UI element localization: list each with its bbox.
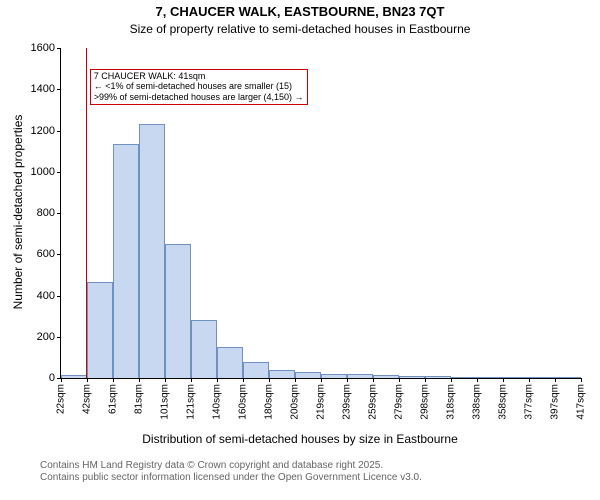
x-tick-label: 121sqm — [186, 384, 197, 420]
footer-line-1: Contains HM Land Registry data © Crown c… — [40, 460, 422, 472]
y-tick-mark — [57, 131, 61, 132]
x-tick-label: 377sqm — [524, 384, 535, 420]
x-tick-label: 298sqm — [420, 384, 431, 420]
x-tick-label: 279sqm — [394, 384, 405, 420]
footer-line-2: Contains public sector information licen… — [40, 472, 422, 484]
x-tick-label: 200sqm — [290, 384, 301, 420]
x-tick-label: 259sqm — [368, 384, 379, 420]
x-tick-label: 42sqm — [82, 384, 93, 414]
footer-attribution: Contains HM Land Registry data © Crown c… — [40, 460, 422, 484]
y-tick-mark — [57, 89, 61, 90]
x-tick-mark — [217, 378, 218, 382]
annotation-line-2: ← <1% of semi-detached houses are smalle… — [94, 81, 304, 92]
x-tick-mark — [529, 378, 530, 382]
x-tick-mark — [555, 378, 556, 382]
histogram-bar — [61, 375, 87, 378]
x-tick-mark — [269, 378, 270, 382]
x-tick-mark — [425, 378, 426, 382]
x-tick-label: 140sqm — [212, 384, 223, 420]
y-tick-mark — [57, 296, 61, 297]
histogram-bar — [451, 377, 477, 378]
x-tick-label: 22sqm — [56, 384, 67, 414]
histogram-bar — [529, 377, 555, 378]
x-tick-mark — [165, 378, 166, 382]
x-tick-mark — [139, 378, 140, 382]
chart-container: 7, CHAUCER WALK, EASTBOURNE, BN23 7QT Si… — [0, 0, 600, 500]
histogram-bar — [373, 375, 399, 378]
x-tick-label: 61sqm — [108, 384, 119, 414]
x-tick-mark — [581, 378, 582, 382]
x-tick-mark — [295, 378, 296, 382]
histogram-bar — [87, 282, 113, 378]
x-tick-mark — [477, 378, 478, 382]
x-tick-mark — [87, 378, 88, 382]
x-tick-label: 358sqm — [498, 384, 509, 420]
histogram-bar — [321, 374, 347, 378]
annotation-line-1: 7 CHAUCER WALK: 41sqm — [94, 71, 304, 82]
x-tick-mark — [243, 378, 244, 382]
property-marker-line — [86, 48, 87, 378]
x-tick-mark — [191, 378, 192, 382]
histogram-bar — [347, 374, 373, 378]
plot-area: 0200400600800100012001400160022sqm42sqm6… — [60, 48, 581, 379]
histogram-bar — [295, 372, 321, 378]
x-tick-mark — [61, 378, 62, 382]
x-tick-mark — [399, 378, 400, 382]
x-tick-mark — [113, 378, 114, 382]
histogram-bar — [217, 347, 243, 378]
annotation-line-3: >99% of semi-detached houses are larger … — [94, 92, 304, 103]
histogram-bar — [165, 244, 191, 378]
histogram-bar — [243, 362, 269, 379]
x-tick-mark — [321, 378, 322, 382]
x-tick-label: 397sqm — [550, 384, 561, 420]
x-tick-label: 160sqm — [238, 384, 249, 420]
x-tick-label: 318sqm — [446, 384, 457, 420]
chart-subtitle: Size of property relative to semi-detach… — [0, 22, 600, 36]
x-tick-mark — [451, 378, 452, 382]
x-tick-label: 180sqm — [264, 384, 275, 420]
x-axis-label: Distribution of semi-detached houses by … — [0, 432, 600, 446]
histogram-bar — [555, 377, 581, 378]
x-tick-label: 219sqm — [316, 384, 327, 420]
x-tick-mark — [373, 378, 374, 382]
y-tick-mark — [57, 337, 61, 338]
histogram-bar — [113, 144, 139, 378]
x-tick-label: 101sqm — [160, 384, 171, 420]
x-tick-label: 81sqm — [134, 384, 145, 414]
histogram-bar — [399, 376, 425, 378]
chart-title: 7, CHAUCER WALK, EASTBOURNE, BN23 7QT — [0, 4, 600, 19]
histogram-bar — [191, 320, 217, 378]
y-tick-mark — [57, 254, 61, 255]
y-tick-mark — [57, 213, 61, 214]
annotation-box: 7 CHAUCER WALK: 41sqm← <1% of semi-detac… — [90, 69, 308, 105]
y-axis-label: Number of semi-detached properties — [11, 112, 25, 312]
y-tick-mark — [57, 48, 61, 49]
histogram-bar — [269, 370, 295, 378]
x-tick-label: 338sqm — [472, 384, 483, 420]
x-tick-label: 239sqm — [342, 384, 353, 420]
x-tick-label: 417sqm — [576, 384, 587, 420]
histogram-bar — [503, 377, 529, 378]
histogram-bar — [477, 377, 503, 378]
y-tick-mark — [57, 172, 61, 173]
x-tick-mark — [503, 378, 504, 382]
histogram-bar — [139, 124, 165, 378]
histogram-bar — [425, 376, 451, 378]
x-tick-mark — [347, 378, 348, 382]
